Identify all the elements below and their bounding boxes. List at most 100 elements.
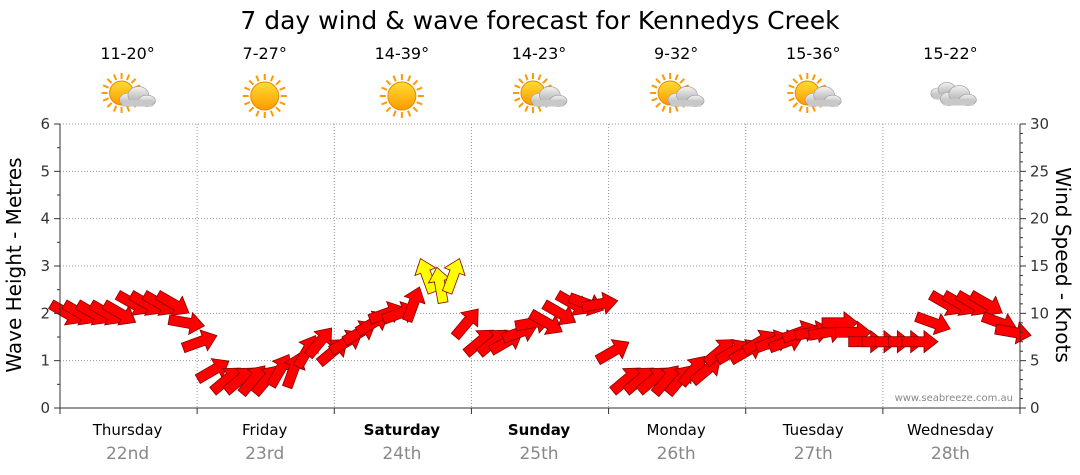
wind-arrow: [541, 299, 577, 326]
temperature-range: 9-32°: [654, 44, 698, 63]
sun-disc: [250, 81, 280, 111]
cloud-shape: [667, 86, 705, 107]
right-tick-label: 15: [1030, 257, 1049, 275]
sun-ray: [792, 78, 799, 84]
sun-ray: [269, 110, 275, 117]
cloud-shape: [804, 86, 842, 107]
sun-ray: [248, 79, 255, 86]
sun-ray: [279, 86, 286, 91]
sunny-icon: [379, 74, 424, 118]
cloud-shape: [119, 86, 156, 107]
wind-arrow-shape: [914, 311, 951, 336]
sun-ray: [655, 102, 661, 108]
cloud-shape: [939, 85, 977, 106]
sun-ray: [381, 86, 388, 91]
sun-ray: [102, 97, 110, 102]
wind-arrow: [167, 311, 206, 336]
sun-ray: [679, 78, 685, 84]
wind-arrow: [901, 329, 939, 354]
wind-arrow-shape: [901, 329, 939, 354]
sun-ray: [661, 74, 666, 81]
sun-ray: [385, 106, 392, 113]
day-name: Thursday: [92, 421, 163, 439]
sun-ray: [674, 105, 679, 112]
wind-arrow: [994, 321, 1032, 345]
sun-ray: [126, 105, 131, 112]
left-tick-label: 6: [40, 115, 50, 133]
sun-ray: [514, 97, 521, 102]
sun-ray: [524, 105, 529, 112]
wind-arrow: [154, 289, 190, 316]
sun-ray: [407, 110, 412, 117]
temperature-range: 11-20°: [100, 44, 155, 63]
day-date: 28th: [931, 444, 970, 464]
left-tick-label: 3: [40, 257, 50, 275]
sun-ray: [255, 110, 260, 117]
day-date: 27th: [794, 444, 833, 464]
sun-ray: [106, 78, 113, 84]
wind-arrow: [914, 311, 951, 336]
sun-ray: [651, 84, 658, 89]
axes: 0 1 2 3 4 5 6 0 5 10 15 20 25 30: [40, 115, 1049, 417]
wind-arrow: [441, 257, 466, 295]
wind-arrow-shape: [450, 308, 479, 341]
cloud-shape: [530, 86, 568, 107]
partly-cloudy-icon: [101, 73, 156, 113]
wind-arrow-shape: [101, 299, 137, 326]
wind-arrow: [427, 266, 452, 304]
sun-ray: [537, 105, 542, 112]
sun-ray: [655, 78, 661, 84]
sun-ray: [130, 78, 137, 84]
right-tick-label: 25: [1030, 162, 1049, 180]
day-name: Sunday: [508, 421, 571, 439]
wind-arrow-shape: [580, 291, 619, 315]
day-date: 22nd: [106, 444, 149, 464]
sun-ray: [385, 79, 392, 86]
wind-arrow-shape: [154, 289, 190, 316]
sun-ray: [407, 75, 412, 82]
wind-arrow-shape: [304, 327, 332, 360]
sun-ray: [381, 101, 388, 106]
wind-arrow-shape: [401, 286, 426, 324]
day-name: Monday: [647, 421, 706, 439]
partly-cloudy-icon: [513, 73, 568, 113]
right-tick-label: 5: [1030, 352, 1040, 370]
left-tick-label: 4: [40, 210, 50, 228]
sun-ray: [126, 74, 131, 81]
sun-ray: [651, 97, 658, 102]
day-name: Tuesday: [782, 421, 844, 439]
temperature-range: 15-36°: [786, 44, 841, 63]
sun-ray: [255, 75, 260, 82]
day-name: Saturday: [364, 421, 441, 439]
sun-ray: [416, 101, 423, 106]
wind-arrow-shape: [968, 289, 1003, 316]
sun-ray: [244, 86, 251, 91]
left-tick-label: 2: [40, 304, 50, 322]
credit-label: www.seabreeze.com.au: [895, 393, 1013, 404]
sun-ray: [275, 106, 281, 113]
sun-ray: [244, 101, 251, 106]
right-tick-label: 20: [1030, 210, 1049, 228]
sun-ray: [537, 74, 542, 81]
sun-disc: [387, 81, 417, 111]
wind-arrow: [180, 329, 218, 354]
sun-ray: [788, 84, 795, 89]
sun-ray: [416, 86, 423, 91]
left-tick-label: 5: [40, 162, 50, 180]
chart-title: 7 day wind & wave forecast for Kennedys …: [240, 6, 840, 35]
day-date: 25th: [519, 444, 558, 464]
right-tick-label: 0: [1030, 399, 1040, 417]
wind-arrow: [450, 308, 479, 341]
wind-arrow-shape: [441, 257, 466, 295]
sun-ray: [279, 101, 286, 106]
temperature-range: 15-22°: [923, 44, 978, 63]
temperature-range: 7-27°: [243, 44, 287, 63]
right-axis-title: Wind Speed - Knots: [1051, 167, 1075, 363]
wind-arrow-shape: [594, 339, 630, 366]
partly-cloudy-icon: [787, 73, 842, 113]
sun-ray: [514, 84, 521, 89]
wind-arrow-shape: [167, 311, 206, 336]
sun-ray: [412, 106, 419, 113]
sun-ray: [106, 102, 113, 108]
